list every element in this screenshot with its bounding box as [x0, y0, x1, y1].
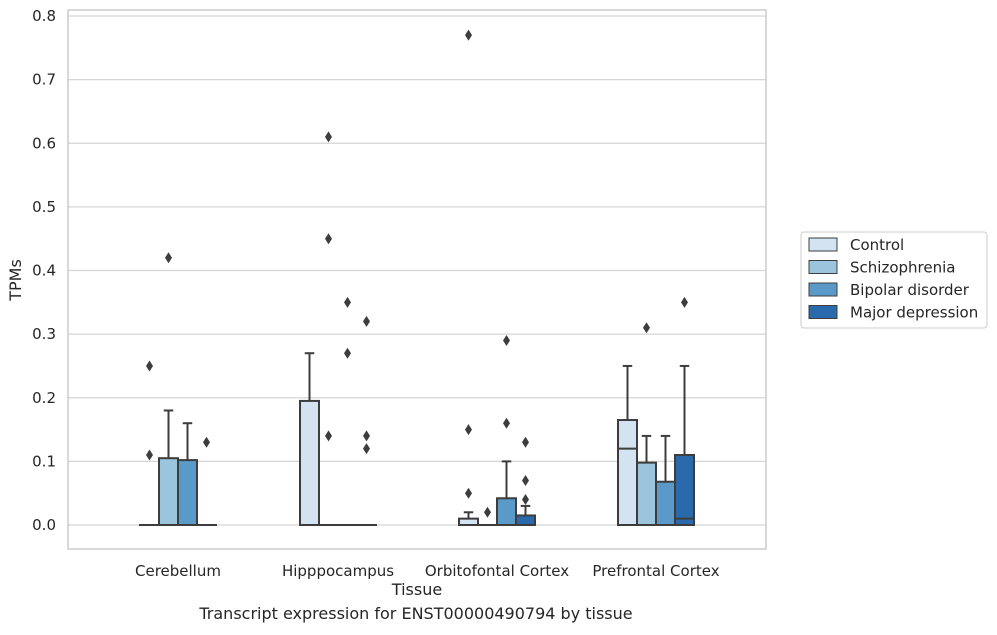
outlier-point	[146, 360, 153, 372]
y-tick-label: 0.2	[32, 389, 56, 407]
box-control	[458, 511, 479, 527]
y-tick-label: 0.7	[32, 71, 56, 89]
outlier-point	[465, 487, 472, 499]
legend-swatch	[808, 282, 838, 297]
y-axis-ticks: 0.0 0.1 0.2 0.3 0.4 0.5 0.6 0.7 0.8	[32, 7, 56, 534]
y-tick-label: 0.8	[32, 7, 56, 25]
x-tick-label: Prefrontal Cortex	[592, 562, 719, 580]
legend-item: Major depression	[808, 304, 978, 322]
outlier-point	[681, 296, 688, 308]
outlier-point	[484, 506, 491, 518]
outlier-point	[503, 417, 510, 429]
box-body	[177, 459, 198, 527]
figure-caption: Transcript expression for ENST0000049079…	[199, 604, 633, 623]
x-tick-label: Hipppocampus	[282, 562, 394, 580]
outlier-point	[363, 315, 370, 327]
box-bipolar-disorder	[177, 422, 198, 527]
box-schizophrenia	[158, 409, 179, 527]
box-body	[158, 457, 179, 527]
x-axis-title: Tissue	[391, 580, 442, 599]
box-body	[496, 497, 517, 526]
legend-item: Bipolar disorder	[808, 281, 970, 299]
x-tick-label: Orbitofontal Cortex	[425, 562, 569, 580]
legend-item: Control	[808, 236, 904, 254]
y-tick-label: 0.0	[32, 516, 56, 534]
outlier-point	[522, 474, 529, 486]
outlier-point	[522, 436, 529, 448]
legend-swatch	[808, 260, 838, 274]
legend-swatch	[808, 305, 838, 319]
x-axis-ticks: Cerebellum Hipppocampus Orbitofontal Corte…	[135, 562, 720, 580]
box-body	[617, 419, 638, 526]
box-schizophrenia	[636, 434, 657, 526]
outlier-point	[146, 449, 153, 461]
box-body	[299, 399, 320, 526]
legend-label: Schizophrenia	[850, 259, 955, 277]
legend-label: Control	[850, 236, 904, 254]
box-control	[617, 364, 638, 526]
x-tick-label: Cerebellum	[135, 562, 221, 580]
box-body	[636, 461, 657, 526]
box-major-depression	[515, 504, 536, 526]
outlier-point	[503, 334, 510, 346]
y-tick-label: 0.5	[32, 198, 56, 216]
outlier-point	[325, 233, 332, 245]
y-tick-label: 0.6	[32, 134, 56, 152]
outlier-point	[465, 424, 472, 436]
outlier-point	[344, 296, 351, 308]
box-body	[674, 454, 695, 527]
outlier-point	[165, 252, 172, 264]
legend-label: Major depression	[850, 304, 978, 322]
outlier-point	[344, 347, 351, 359]
outlier-point	[203, 436, 210, 448]
outlier-point	[522, 494, 529, 506]
gridlines	[68, 15, 766, 526]
box-bipolar-disorder	[496, 460, 517, 526]
outlier-points	[146, 29, 688, 518]
outlier-point	[643, 322, 650, 334]
box-body	[655, 480, 676, 526]
outlier-point	[465, 29, 472, 41]
box-control	[299, 352, 320, 526]
plot-area-frame	[67, 9, 767, 550]
y-tick-label: 0.4	[32, 262, 56, 280]
legend-label: Bipolar disorder	[850, 281, 970, 299]
legend-swatch	[808, 237, 838, 252]
y-tick-label: 0.1	[32, 452, 56, 470]
outlier-point	[325, 131, 332, 143]
outlier-point	[363, 443, 370, 455]
outlier-point	[325, 430, 332, 442]
legend-frame	[800, 231, 988, 329]
boxes	[139, 352, 695, 527]
box-bipolar-disorder	[655, 434, 676, 526]
box-body	[515, 514, 536, 526]
legend-item: Schizophrenia	[808, 259, 955, 277]
y-axis-title: TPMs	[6, 259, 25, 302]
y-tick-label: 0.3	[32, 325, 56, 343]
outlier-point	[363, 430, 370, 442]
legend: Control Schizophrenia Bipolar disorder Majo…	[800, 231, 988, 329]
box-major-depression	[674, 364, 695, 527]
